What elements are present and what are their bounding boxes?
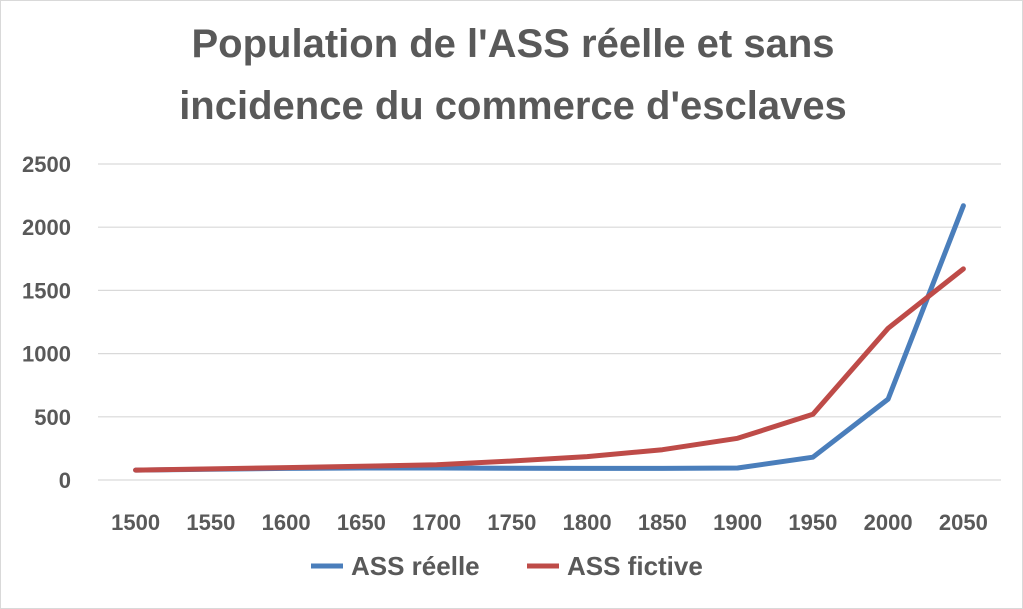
- y-tick-label: 1500: [22, 278, 71, 303]
- y-tick-label: 0: [59, 468, 71, 493]
- x-axis-ticks: 1500 1550 1600 1650 1700 1750 1800 1850 1900 1950…: [111, 510, 988, 535]
- x-tick-label: 1700: [412, 510, 461, 535]
- series-line-1: [133, 266, 966, 473]
- series-lines: [133, 203, 966, 473]
- x-tick-label: 1650: [337, 510, 386, 535]
- x-tick-label: 2050: [939, 510, 988, 535]
- chart-title-line-2: incidence du commerce d'esclaves: [179, 84, 847, 128]
- x-tick-label: 1800: [563, 510, 612, 535]
- legend: ASS réelle ASS fictive: [311, 551, 703, 581]
- x-tick-label: 1850: [638, 510, 687, 535]
- x-tick-label: 1750: [487, 510, 536, 535]
- y-tick-label: 500: [34, 405, 71, 430]
- x-tick-label: 2000: [864, 510, 913, 535]
- legend-label: ASS fictive: [567, 551, 703, 581]
- y-tick-label: 2000: [22, 215, 71, 240]
- x-tick-label: 1600: [262, 510, 311, 535]
- x-tick-label: 1550: [186, 510, 235, 535]
- x-tick-label: 1900: [713, 510, 762, 535]
- y-axis-ticks: 0 500 1000 1500 2000 2500: [22, 152, 71, 493]
- x-tick-label: 1500: [111, 510, 160, 535]
- legend-label: ASS réelle: [351, 551, 480, 581]
- x-tick-label: 1950: [788, 510, 837, 535]
- chart-title-line-1: Population de l'ASS réelle et sans: [191, 22, 834, 66]
- y-tick-label: 1000: [22, 342, 71, 367]
- series-line-0: [133, 203, 966, 473]
- gridlines: [98, 163, 1001, 481]
- y-tick-label: 2500: [22, 152, 71, 177]
